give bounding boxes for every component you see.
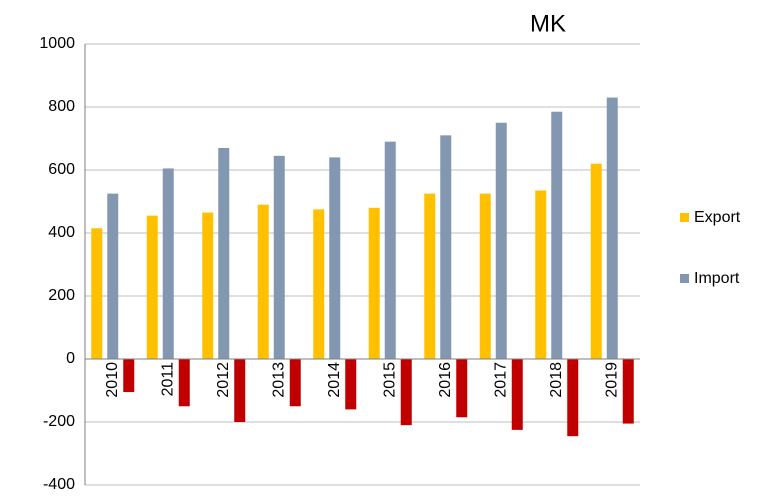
legend-label: Import bbox=[694, 270, 740, 287]
bar bbox=[590, 163, 602, 359]
y-tick-label: 600 bbox=[48, 161, 75, 178]
x-tick-label: 2015 bbox=[381, 362, 398, 398]
bar bbox=[424, 193, 436, 359]
legend-label: Export bbox=[694, 209, 741, 226]
bar bbox=[123, 359, 135, 393]
x-tick-label: 2019 bbox=[603, 362, 620, 398]
bar bbox=[146, 215, 158, 359]
bar bbox=[218, 147, 230, 359]
bar bbox=[234, 359, 246, 422]
x-tick-label: 2017 bbox=[492, 362, 509, 398]
chart-title: MK bbox=[530, 10, 566, 37]
bar bbox=[567, 359, 579, 437]
y-tick-label: 800 bbox=[48, 98, 75, 115]
bar bbox=[91, 228, 103, 359]
bar bbox=[368, 207, 380, 359]
x-tick-label: 2012 bbox=[215, 362, 232, 398]
y-tick-label: -400 bbox=[43, 476, 75, 493]
legend-swatch bbox=[680, 213, 689, 222]
y-tick-label: 400 bbox=[48, 224, 75, 241]
bar bbox=[257, 204, 269, 359]
legend-swatch bbox=[680, 274, 689, 283]
x-tick-label: 2010 bbox=[104, 362, 121, 398]
y-tick-label: -200 bbox=[43, 413, 75, 430]
bar bbox=[178, 359, 190, 407]
bar bbox=[495, 122, 507, 359]
bar bbox=[622, 359, 634, 424]
bar bbox=[162, 168, 174, 359]
bar bbox=[107, 193, 119, 359]
bar bbox=[289, 359, 301, 407]
bar bbox=[551, 111, 563, 359]
bar bbox=[384, 141, 396, 359]
x-tick-label: 2011 bbox=[159, 362, 176, 397]
bar bbox=[535, 190, 547, 359]
x-tick-label: 2014 bbox=[326, 362, 343, 398]
bar bbox=[329, 157, 341, 359]
bar bbox=[273, 155, 285, 359]
bar bbox=[313, 209, 325, 359]
bar bbox=[479, 193, 491, 359]
x-tick-label: 2013 bbox=[270, 362, 287, 398]
bar bbox=[606, 97, 618, 360]
bar bbox=[400, 359, 412, 426]
bar bbox=[202, 212, 214, 359]
x-tick-label: 2016 bbox=[437, 362, 454, 398]
x-tick-label: 2018 bbox=[548, 362, 565, 398]
y-tick-label: 200 bbox=[48, 287, 75, 304]
y-tick-label: 1000 bbox=[39, 35, 75, 52]
bar bbox=[440, 135, 452, 359]
bar bbox=[511, 359, 523, 430]
bar bbox=[345, 359, 357, 410]
y-tick-label: 0 bbox=[66, 350, 75, 367]
bar bbox=[456, 359, 468, 418]
